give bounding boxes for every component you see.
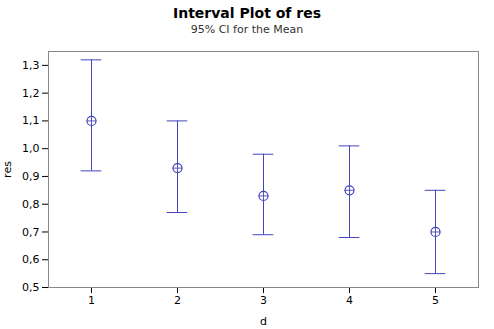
svg-text:2: 2 [174,294,181,307]
svg-text:1: 1 [88,294,95,307]
svg-text:1,2: 1,2 [22,87,40,100]
svg-text:3: 3 [260,294,267,307]
svg-text:1,3: 1,3 [22,59,40,72]
svg-text:1,0: 1,0 [22,142,40,155]
svg-text:res: res [1,161,14,178]
html-text:Interval Plot of res: Interval Plot of res [173,5,321,21]
svg-text:0,5: 0,5 [22,281,40,294]
svg-text:0,8: 0,8 [22,198,40,211]
svg-text:4: 4 [346,294,353,307]
svg-text:0,6: 0,6 [22,253,40,266]
svg-text:1,1: 1,1 [22,114,40,127]
html-text:95% CI for the Mean: 95% CI for the Mean [190,23,304,36]
svg-text:0,9: 0,9 [22,170,40,183]
svg-text:5: 5 [432,294,439,307]
svg-text:d: d [260,315,267,328]
svg-text:0,7: 0,7 [22,225,40,238]
